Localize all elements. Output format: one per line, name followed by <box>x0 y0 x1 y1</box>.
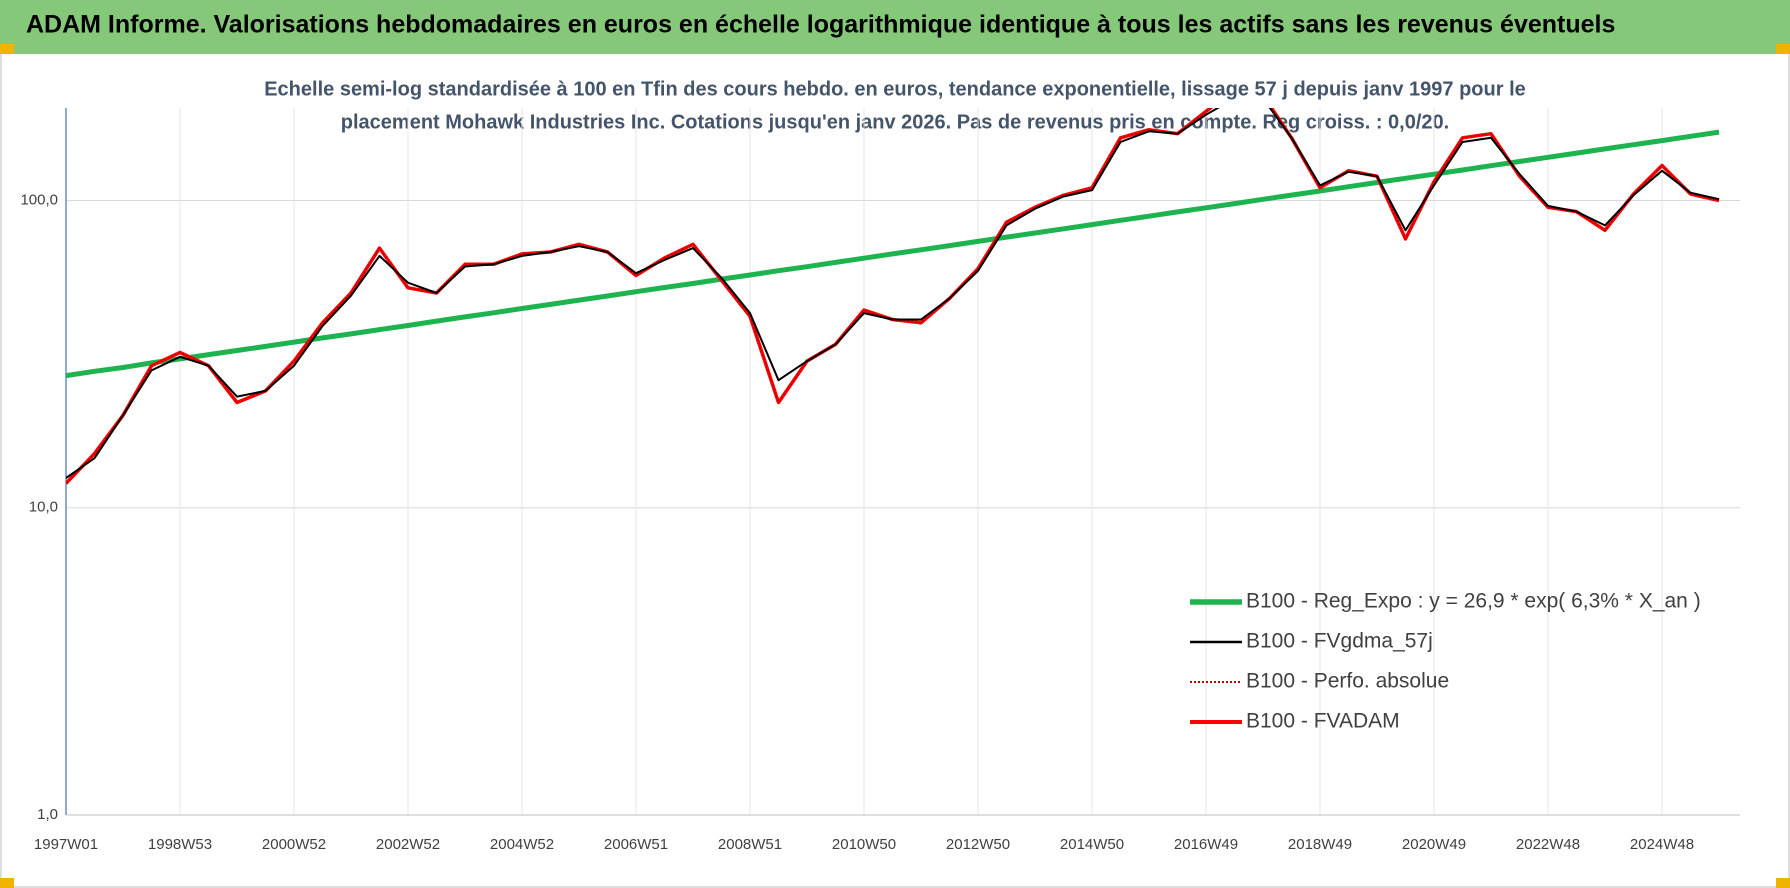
x-tick-label: 2020W49 <box>1402 836 1466 853</box>
x-tick-label: 2008W51 <box>718 836 782 853</box>
corner-mark <box>1776 44 1790 54</box>
chart-title: ADAM Informe. Valorisations hebdomadaire… <box>26 11 1615 39</box>
chart-subtitle: placement Mohawk Industries Inc. Cotatio… <box>341 111 1449 133</box>
series-line <box>66 108 1720 479</box>
y-tick-label: 10,0 <box>29 499 58 516</box>
legend-label: B100 - FVADAM <box>1246 710 1400 733</box>
y-tick-label: 1,0 <box>37 806 58 823</box>
corner-mark <box>0 44 14 54</box>
x-tick-label: 2018W49 <box>1288 836 1352 853</box>
x-tick-label: 2006W51 <box>604 836 668 853</box>
y-tick-label: 100,0 <box>20 191 58 208</box>
x-tick-label: 2004W52 <box>490 836 554 853</box>
x-tick-label: 2016W49 <box>1174 836 1238 853</box>
legend-label: B100 - Perfo. absolue <box>1246 670 1449 693</box>
x-tick-label: 2022W48 <box>1516 836 1580 853</box>
legend-label: B100 - FVgdma_57j <box>1246 630 1433 653</box>
x-tick-label: 2010W50 <box>832 836 896 853</box>
title-bar <box>0 0 1790 54</box>
x-tick-label: 2000W52 <box>262 836 326 853</box>
plot-area <box>66 108 1720 485</box>
x-tick-label: 2012W50 <box>946 836 1010 853</box>
x-tick-label: 2024W48 <box>1630 836 1694 853</box>
corner-mark <box>0 878 14 888</box>
x-tick-label: 1998W53 <box>148 836 212 853</box>
legend-label: B100 - Reg_Expo : y = 26,9 * exp( 6,3% *… <box>1246 590 1701 613</box>
x-tick-label: 1997W01 <box>34 836 98 853</box>
x-tick-label: 2002W52 <box>376 836 440 853</box>
chart-subtitle: Echelle semi-log standardisée à 100 en T… <box>264 78 1526 100</box>
corner-mark <box>1776 878 1790 888</box>
x-tick-label: 2014W50 <box>1060 836 1124 853</box>
series-line <box>66 129 1720 379</box>
